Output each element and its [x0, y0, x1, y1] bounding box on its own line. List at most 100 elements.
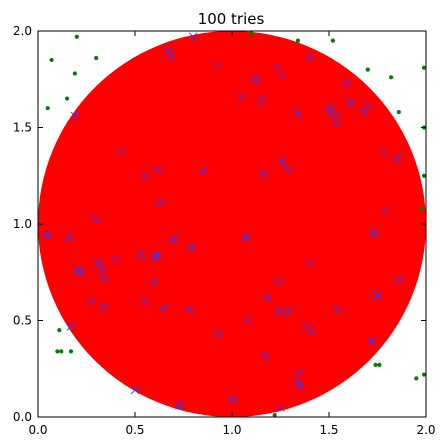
- point-outside: [55, 349, 60, 354]
- point-inside: [346, 98, 355, 107]
- point-inside: [394, 275, 404, 285]
- x-tick-label: 1.5: [319, 423, 338, 437]
- point-inside: [93, 258, 103, 267]
- point-inside: [243, 316, 252, 325]
- point-inside: [91, 215, 101, 225]
- point-inside: [332, 304, 342, 314]
- point-inside: [76, 267, 85, 277]
- y-tick-label: 0.5: [13, 314, 32, 328]
- point-inside: [186, 242, 196, 252]
- point-inside: [237, 92, 247, 101]
- point-outside: [272, 412, 277, 417]
- point-inside: [276, 403, 285, 412]
- point-inside: [229, 395, 239, 404]
- point-inside: [70, 111, 80, 121]
- point-inside: [258, 169, 268, 179]
- point-inside: [359, 107, 369, 117]
- point-inside: [43, 231, 53, 240]
- x-tick-label: 2.0: [416, 423, 435, 437]
- point-inside: [250, 74, 260, 84]
- point-inside: [111, 254, 120, 264]
- point-outside: [295, 38, 301, 43]
- point-outside: [396, 109, 401, 115]
- point-inside: [380, 206, 390, 215]
- point-outside: [388, 75, 394, 80]
- point-inside: [278, 71, 287, 80]
- point-outside: [74, 34, 79, 39]
- point-inside: [153, 165, 163, 175]
- point-inside: [363, 101, 373, 111]
- point-inside: [305, 258, 314, 267]
- point-inside: [260, 350, 270, 360]
- y-tick-label: 2.0: [13, 24, 32, 38]
- x-tick-label: 1.0: [222, 423, 241, 437]
- point-inside: [66, 321, 76, 331]
- point-inside: [367, 337, 376, 347]
- point-inside: [241, 233, 250, 242]
- point-outside: [72, 71, 77, 76]
- point-inside: [214, 329, 223, 339]
- point-inside: [283, 165, 293, 175]
- point-inside: [150, 277, 159, 287]
- point-inside: [256, 96, 266, 105]
- point-inside: [342, 78, 351, 88]
- point-outside: [249, 31, 254, 36]
- y-tick-label: 0.0: [13, 410, 32, 424]
- point-inside: [169, 235, 179, 244]
- chart-title: 100 tries: [198, 10, 265, 28]
- point-inside: [272, 63, 281, 72]
- point-inside: [274, 277, 283, 287]
- point-inside: [185, 304, 194, 314]
- point-inside: [307, 327, 316, 337]
- point-inside: [130, 385, 140, 395]
- point-inside: [88, 296, 97, 306]
- point-inside: [140, 296, 150, 306]
- y-tick-label: 1.5: [13, 121, 32, 135]
- point-inside: [117, 146, 126, 155]
- point-outside: [377, 362, 382, 367]
- point-inside: [392, 154, 402, 163]
- point-outside: [94, 55, 99, 61]
- point-inside: [140, 171, 150, 181]
- point-inside: [167, 51, 177, 61]
- point-inside: [274, 306, 283, 316]
- point-inside: [175, 401, 184, 410]
- x-tick-label: 0.5: [125, 423, 144, 437]
- point-inside: [379, 148, 388, 157]
- point-inside: [99, 302, 109, 312]
- point-inside: [136, 250, 146, 260]
- point-inside: [293, 109, 303, 119]
- point-inside: [305, 53, 314, 63]
- point-outside: [65, 96, 70, 101]
- unit-circle: [38, 31, 426, 417]
- point-inside: [99, 273, 109, 283]
- point-inside: [212, 61, 221, 71]
- point-inside: [159, 302, 169, 312]
- point-inside: [332, 119, 342, 128]
- point-outside: [68, 349, 74, 354]
- point-inside: [64, 233, 74, 242]
- point-inside: [295, 381, 305, 391]
- point-inside: [283, 306, 293, 316]
- point-inside: [278, 157, 287, 167]
- point-outside: [420, 206, 425, 211]
- point-outside: [421, 173, 426, 178]
- point-inside: [198, 167, 208, 177]
- point-outside: [421, 372, 426, 377]
- point-inside: [152, 252, 161, 262]
- point-inside: [97, 264, 107, 273]
- point-outside: [45, 106, 50, 111]
- point-outside: [414, 376, 419, 381]
- point-inside: [188, 32, 198, 42]
- point-outside: [365, 67, 370, 72]
- point-outside: [373, 362, 378, 367]
- point-inside: [262, 293, 272, 302]
- point-outside: [421, 65, 426, 70]
- point-inside: [369, 229, 378, 238]
- point-outside: [59, 349, 64, 354]
- y-tick-label: 1.0: [13, 217, 32, 231]
- point-inside: [163, 45, 173, 55]
- point-outside: [330, 38, 335, 43]
- point-inside: [155, 198, 165, 208]
